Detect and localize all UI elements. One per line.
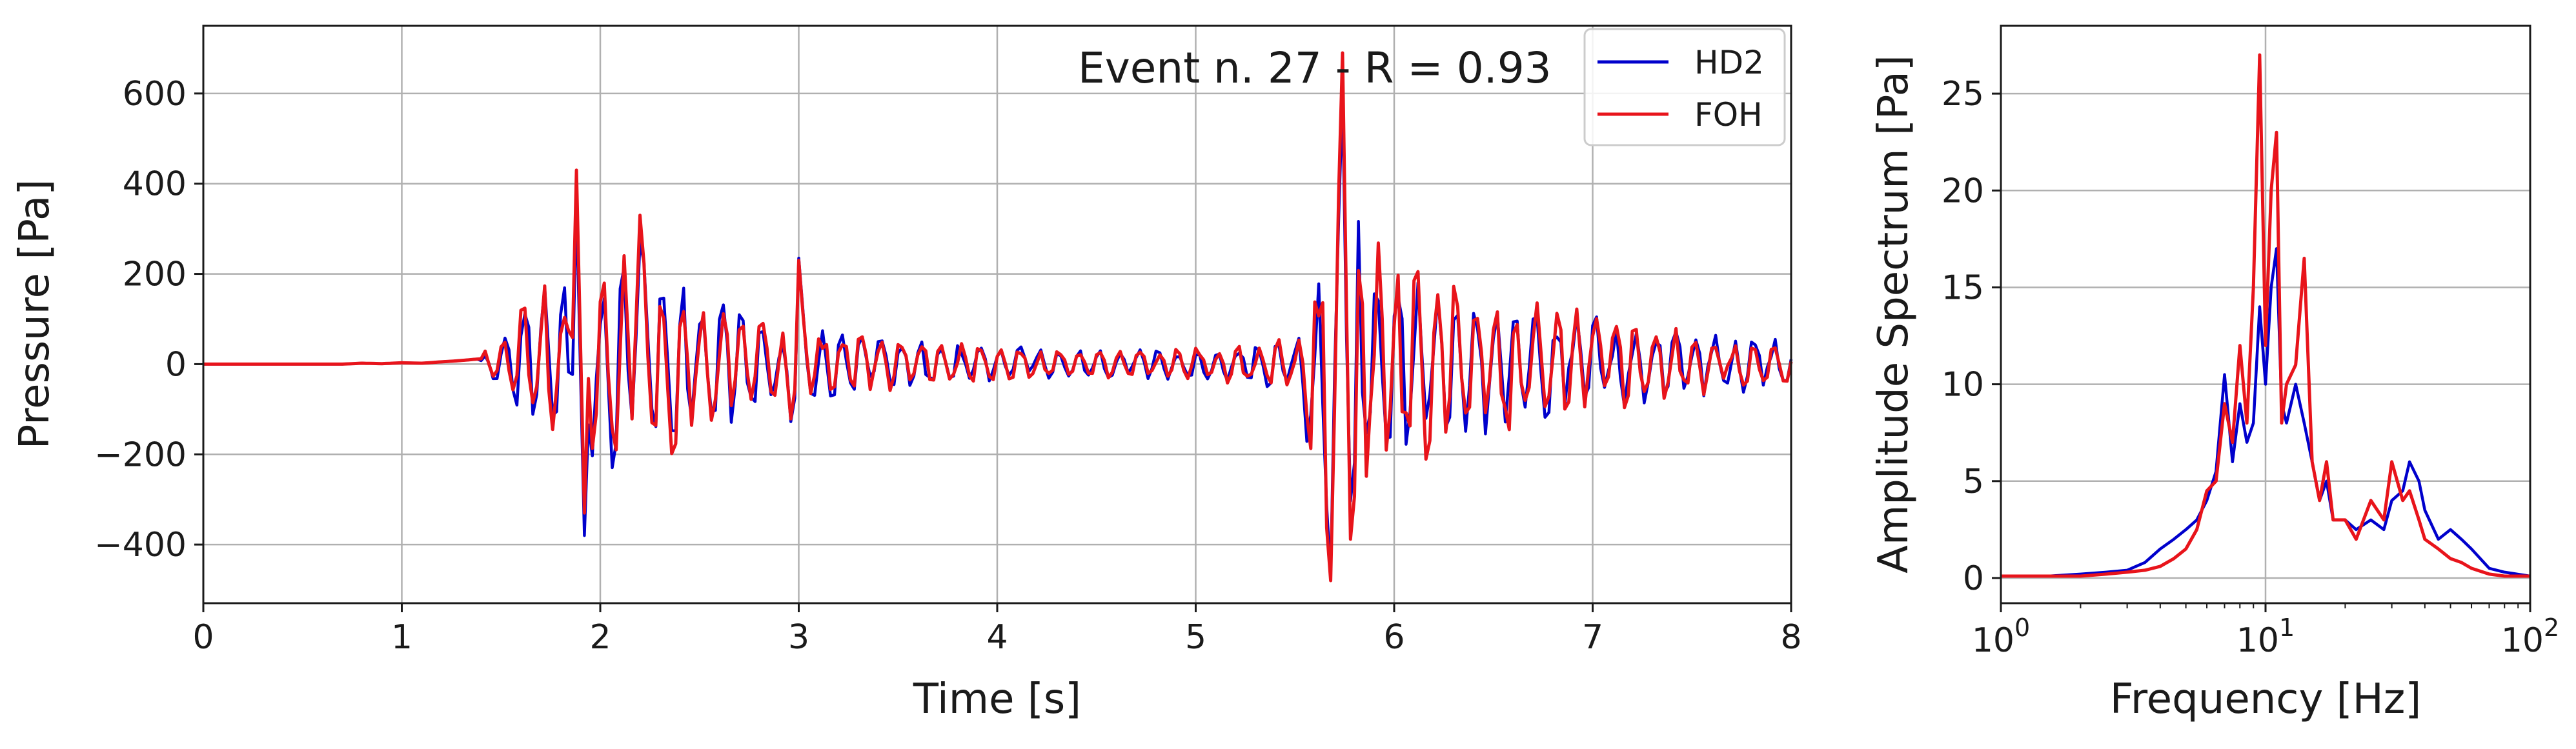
x-tick-label: 101 xyxy=(2236,614,2295,660)
series-line-hd2 xyxy=(2001,247,2531,578)
series-group xyxy=(203,51,1793,583)
y-tick-label: 0 xyxy=(1963,559,1984,598)
legend-label-foh: FOH xyxy=(1694,96,1763,134)
legend-label-hd2: HD2 xyxy=(1694,44,1764,81)
series-line-foh xyxy=(2001,53,2530,578)
y-tick-label: 600 xyxy=(123,75,187,114)
tick-labels: 100 101 102 0 5 10 15 20 25 xyxy=(1942,75,2559,660)
x-axis-label: Time [s] xyxy=(913,675,1081,723)
legend: HD2 FOH xyxy=(1583,28,1786,146)
amplitude-spectrum-panel: 100 101 102 0 5 10 15 20 25 Frequency [Hz] Ampli… xyxy=(1870,25,2559,723)
x-axis-label: Frequency [Hz] xyxy=(2110,675,2422,723)
x-tick-label: 2 xyxy=(589,618,611,657)
tick-marks xyxy=(1992,92,2531,612)
y-tick-label: 25 xyxy=(1942,75,1984,114)
event-annotation: Event n. 27 - R = 0.93 xyxy=(1078,43,1552,93)
x-tick-label: 8 xyxy=(1780,618,1801,657)
y-tick-label: 200 xyxy=(123,255,187,294)
x-tick-label: 3 xyxy=(788,618,809,657)
y-axis-label: Pressure [Pa] xyxy=(11,179,59,450)
y-tick-label: −400 xyxy=(94,526,187,564)
pressure-timeseries-panel: 0 1 2 3 4 5 6 7 8 −400 −200 0 200 400 600 Time [s] Pre… xyxy=(11,25,1802,723)
legend-box xyxy=(1583,28,1786,146)
y-tick-label: 10 xyxy=(1942,366,1984,404)
tick-labels: 0 1 2 3 4 5 6 7 8 −400 −200 0 200 400 600 xyxy=(94,75,1801,657)
x-tick-label: 1 xyxy=(391,618,412,657)
series-line-foh xyxy=(203,51,1793,583)
x-tick-label: 5 xyxy=(1185,618,1206,657)
y-tick-label: 20 xyxy=(1942,172,1984,210)
tick-marks xyxy=(194,92,1792,612)
x-tick-label: 4 xyxy=(986,618,1008,657)
y-tick-label: 5 xyxy=(1963,463,1984,501)
x-tick-label: 6 xyxy=(1383,618,1405,657)
x-tick-label: 100 xyxy=(1972,614,2030,660)
y-axis-label: Amplitude Spectrum [Pa] xyxy=(1870,55,1918,574)
x-tick-label: 7 xyxy=(1582,618,1603,657)
y-tick-label: −200 xyxy=(94,435,187,474)
y-tick-label: 15 xyxy=(1942,268,1984,307)
y-tick-label: 400 xyxy=(123,165,187,204)
series-group xyxy=(2001,53,2531,578)
x-tick-label: 0 xyxy=(192,618,214,657)
x-tick-label: 102 xyxy=(2501,614,2559,660)
y-tick-label: 0 xyxy=(165,345,187,384)
